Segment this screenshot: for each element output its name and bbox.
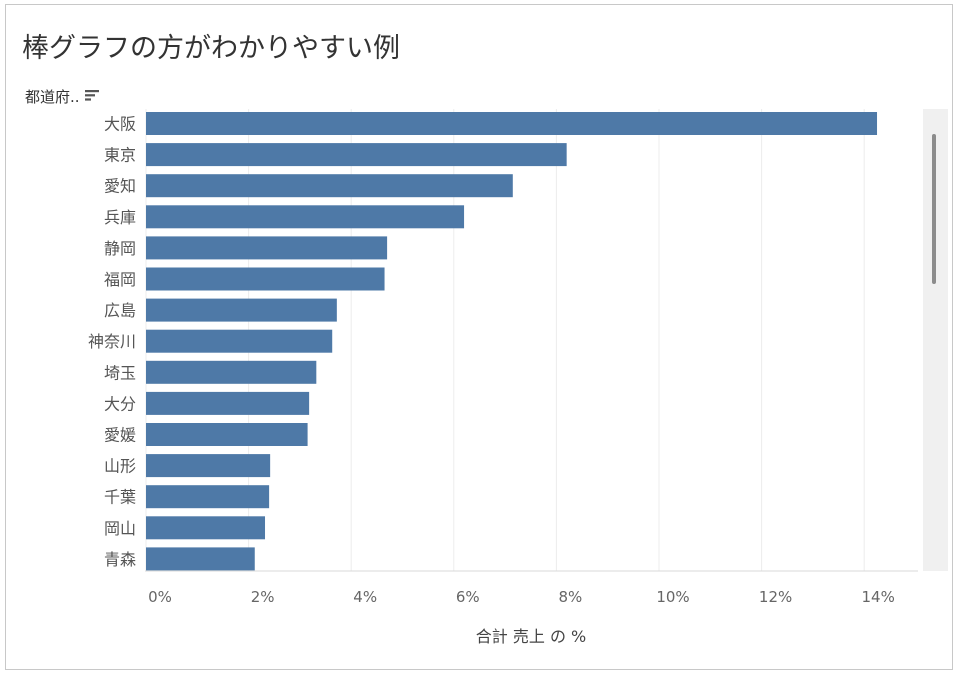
category-label: 大分	[104, 394, 136, 413]
bar[interactable]	[146, 236, 388, 260]
category-label: 神奈川	[88, 332, 136, 351]
x-axis-title: 合計 売上 の %	[475, 627, 587, 646]
bar[interactable]	[146, 112, 878, 135]
category-label: 広島	[104, 301, 136, 320]
category-label: 福岡	[104, 270, 136, 289]
bar[interactable]	[146, 516, 266, 540]
bar[interactable]	[146, 360, 317, 384]
sort-descending-icon[interactable]	[84, 88, 100, 102]
bar[interactable]	[146, 423, 308, 446]
category-label: 兵庫	[104, 208, 136, 227]
bar[interactable]	[146, 329, 333, 353]
x-tick-label: 2%	[251, 588, 275, 606]
category-label: 岡山	[104, 519, 136, 538]
category-label: 千葉	[104, 488, 136, 507]
category-label: 東京	[104, 146, 136, 165]
x-tick-label: 6%	[456, 588, 480, 606]
category-label: 愛媛	[104, 426, 136, 445]
bar[interactable]	[146, 391, 310, 415]
x-tick-label: 4%	[353, 588, 377, 606]
x-tick-label: 12%	[759, 588, 792, 606]
bar[interactable]	[146, 298, 337, 322]
x-tick-label: 10%	[656, 588, 689, 606]
bar[interactable]	[146, 547, 255, 571]
scrollbar-thumb[interactable]	[932, 134, 936, 284]
x-tick-label: 0%	[148, 588, 172, 606]
bar[interactable]	[146, 174, 513, 198]
category-label: 大阪	[104, 115, 136, 134]
bar[interactable]	[146, 485, 270, 509]
bars	[146, 112, 878, 571]
x-tick-labels: 0% 2% 4% 6% 8% 10% 12% 14%	[148, 588, 895, 606]
chart-title: 棒グラフの方がわかりやすい例	[22, 33, 400, 64]
category-label: 青森	[104, 550, 136, 569]
bar[interactable]	[146, 267, 385, 291]
bar[interactable]	[146, 143, 567, 167]
bar[interactable]	[146, 454, 271, 478]
category-label: 山形	[104, 457, 136, 476]
row-field-header[interactable]: 都道府..	[25, 86, 100, 107]
bar[interactable]	[146, 205, 465, 229]
category-label: 静岡	[104, 239, 136, 258]
x-tick-label: 14%	[862, 588, 895, 606]
category-label: 埼玉	[104, 363, 136, 382]
x-tick-label: 8%	[559, 588, 583, 606]
category-label: 愛知	[104, 177, 136, 196]
row-field-label: 都道府..	[25, 88, 80, 106]
